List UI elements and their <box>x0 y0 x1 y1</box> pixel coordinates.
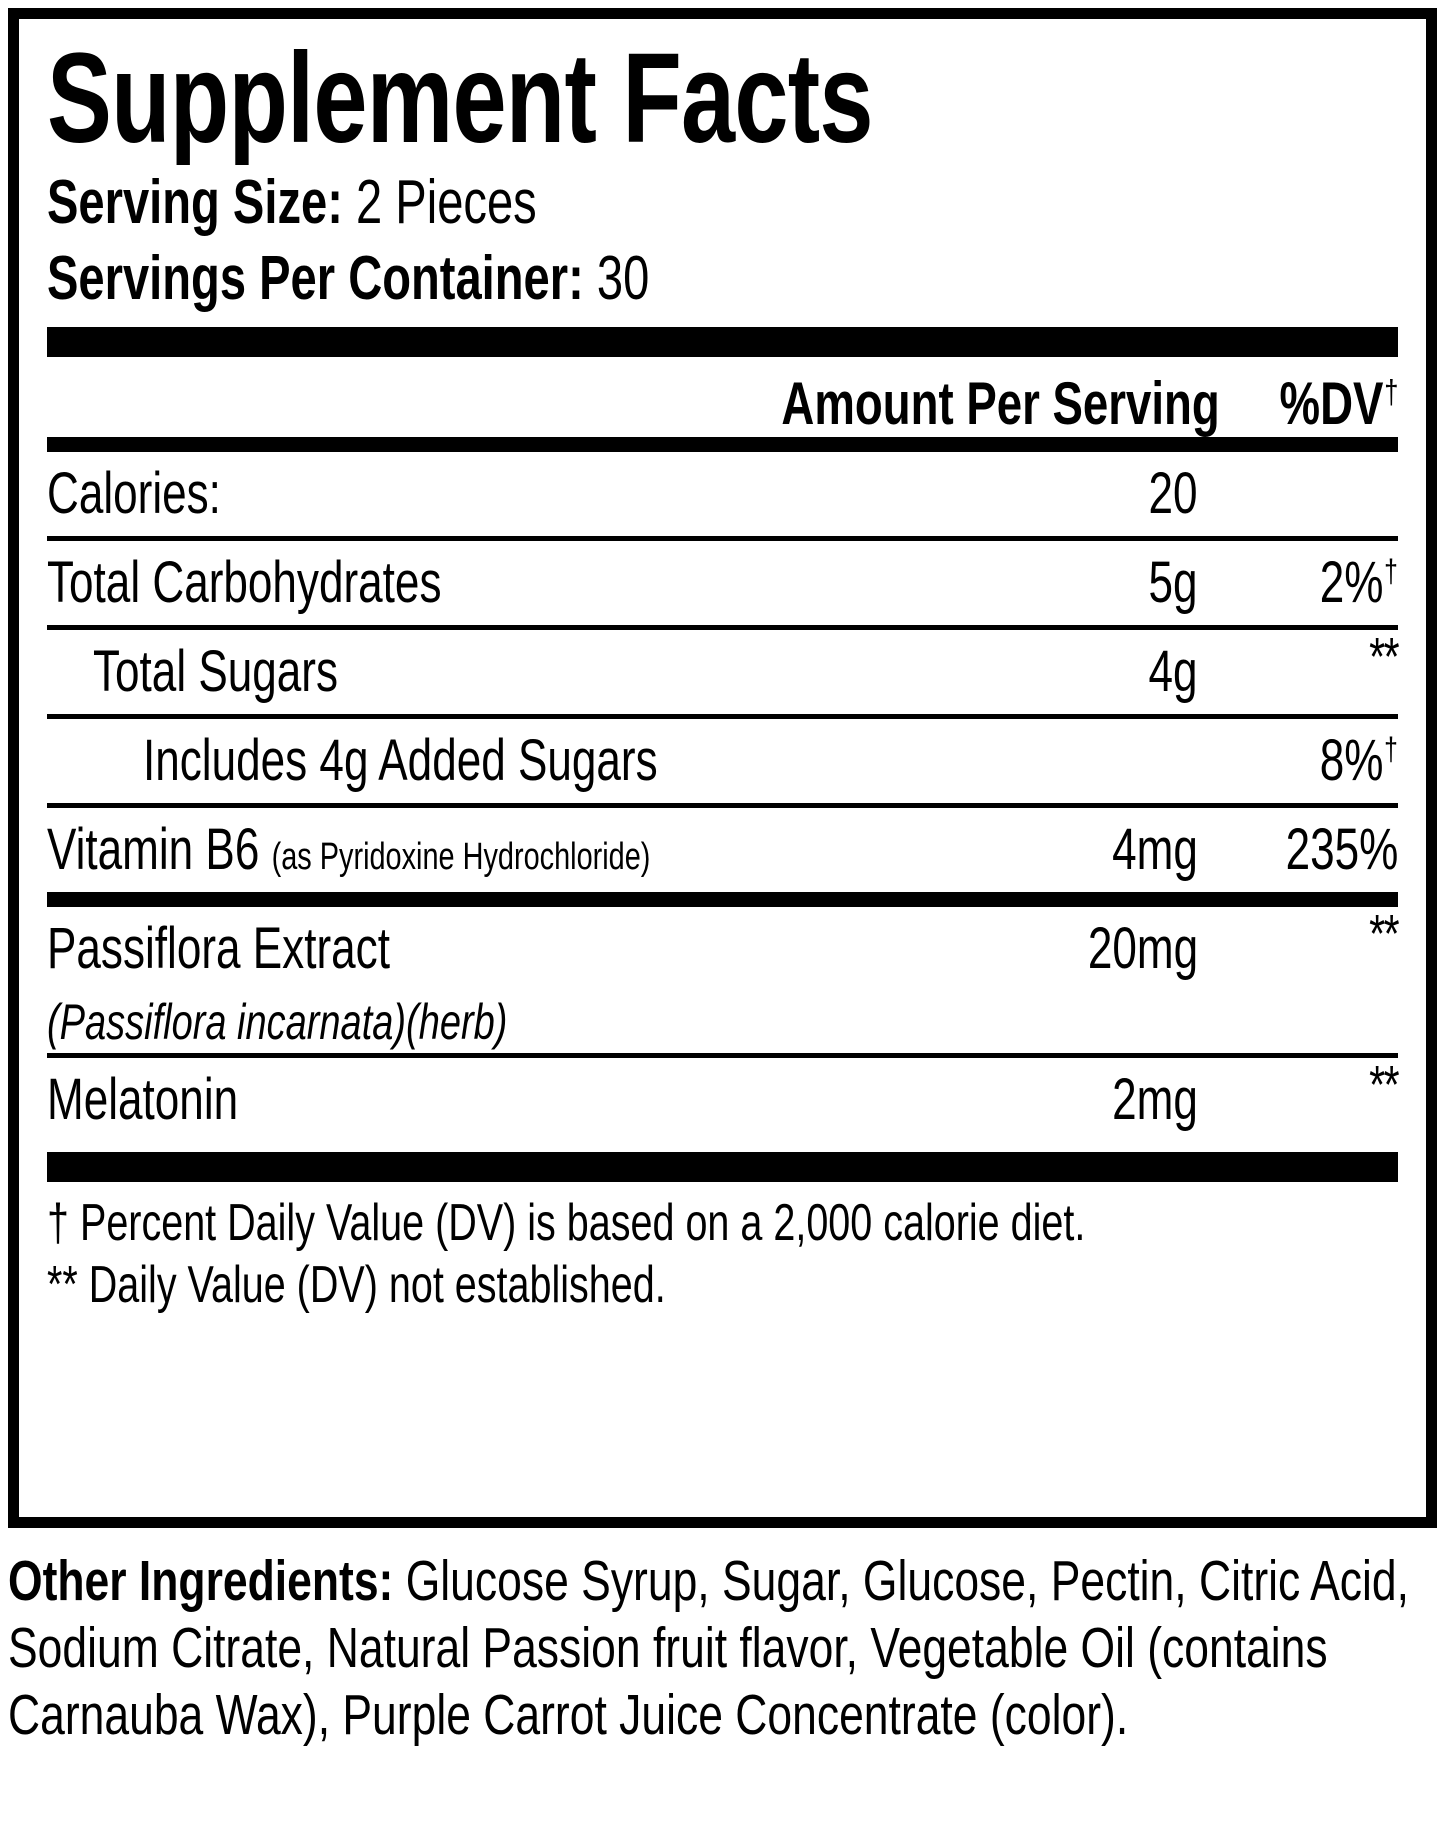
nutrient-dv: 8%† <box>1319 728 1398 793</box>
amount-per-serving-header: Amount Per Serving <box>781 370 1220 437</box>
footnote-double-star: ** Daily Value (DV) not established. <box>47 1256 666 1314</box>
page-title-text: Supplement Facts <box>47 33 873 165</box>
nutrient-name: Vitamin B6 <box>47 817 260 882</box>
row-divider <box>47 625 1398 630</box>
page-title: Supplement Facts <box>47 33 1398 165</box>
divider-under-header <box>47 437 1398 452</box>
table-row: Vitamin B6 (as Pyridoxine Hydrochloride)… <box>47 808 1398 892</box>
nutrient-name: Calories: <box>47 461 221 526</box>
row-divider <box>47 714 1398 719</box>
nutrient-dv: ** <box>1369 904 1399 964</box>
other-ingredients-label: Other Ingredients: <box>8 1549 394 1613</box>
row-divider <box>47 803 1398 808</box>
nutrient-dv: 2%† <box>1319 550 1398 615</box>
divider-thick-bottom <box>47 1152 1398 1182</box>
footnote-dagger: † Percent Daily Value (DV) is based on a… <box>47 1194 1086 1252</box>
supplement-facts-panel: Supplement Facts Serving Size: 2 Pieces … <box>8 8 1437 1528</box>
botanical-latin-name-line: (Passiflora incarnata)(herb) <box>47 991 1398 1053</box>
dagger-marker: † <box>1384 552 1398 589</box>
nutrient-amount: 20mg <box>1087 916 1198 981</box>
other-ingredients-text: Glucose Syrup, Sugar, Glucose, Pectin, C… <box>8 1549 1409 1747</box>
nutrient-name: Passiflora Extract <box>47 916 390 981</box>
serving-size-value: 2 Pieces <box>356 168 537 237</box>
nutrient-amount: 2mg <box>1112 1067 1198 1132</box>
servings-per-container-value: 30 <box>596 244 650 313</box>
nutrient-name: Total Carbohydrates <box>47 550 442 615</box>
table-row: Total Sugars 4g ** <box>47 627 1400 714</box>
table-row: Total Carbohydrates 5g 2%† <box>47 541 1398 625</box>
dagger-marker: † <box>1384 730 1398 767</box>
table-row: Passiflora Extract 20mg ** <box>47 904 1400 991</box>
nutrient-name: Melatonin <box>47 1067 239 1132</box>
divider-before-botanicals <box>47 892 1398 907</box>
servings-per-container-label: Servings Per Container: <box>47 244 584 313</box>
nutrient-dv: ** <box>1369 1055 1399 1115</box>
nutrient-dv: 235% <box>1285 817 1398 882</box>
nutrient-amount: 5g <box>1148 550 1198 615</box>
table-row: Includes 4g Added Sugars 8%† <box>47 719 1398 803</box>
other-ingredients-block: Other Ingredients: Glucose Syrup, Sugar,… <box>8 1548 1437 1749</box>
servings-per-container-line: Servings Per Container: 30 <box>47 241 1398 317</box>
nutrient-amount: 4g <box>1148 639 1198 704</box>
serving-size-label: Serving Size: <box>47 168 343 237</box>
serving-size-line: Serving Size: 2 Pieces <box>47 165 1398 241</box>
row-divider <box>47 1053 1398 1058</box>
divider-thick-top <box>47 327 1398 357</box>
nutrient-name: Total Sugars <box>93 639 339 704</box>
nutrient-amount: 20 <box>1148 461 1198 526</box>
row-divider <box>47 536 1398 541</box>
dagger-marker-header: † <box>1383 374 1398 411</box>
nutrient-amount: 4mg <box>1112 817 1198 882</box>
botanical-latin-name: (Passiflora incarnata)(herb) <box>47 994 508 1050</box>
footnotes: † Percent Daily Value (DV) is based on a… <box>47 1182 1398 1316</box>
table-row: Melatonin 2mg ** <box>47 1055 1400 1142</box>
nutrient-dv: ** <box>1369 627 1399 687</box>
table-row: Calories: 20 <box>47 452 1398 536</box>
percent-dv-header: %DV† <box>1279 370 1398 437</box>
nutrient-source-note: (as Pyridoxine Hydrochloride) <box>271 836 651 878</box>
nutrient-name: Includes 4g Added Sugars <box>143 728 658 793</box>
table-header-row: Amount Per Serving %DV† <box>47 357 1398 437</box>
